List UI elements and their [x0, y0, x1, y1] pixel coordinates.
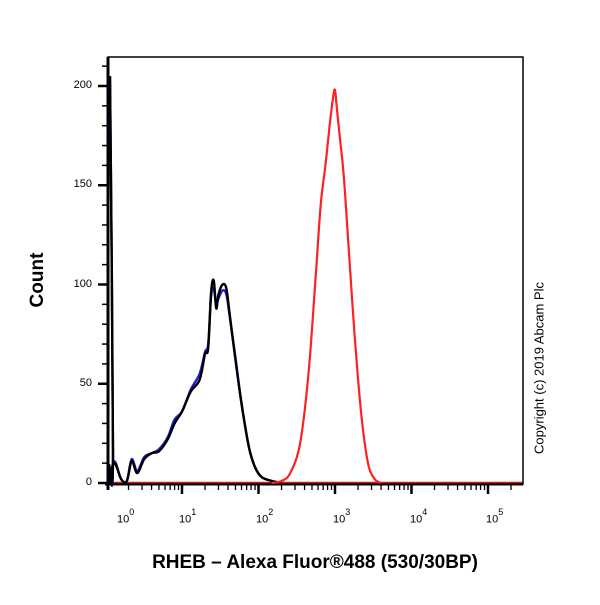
- x-axis-label: RHEB – Alexa Fluor®488 (530/30BP): [152, 552, 478, 573]
- x-tick-label: 103: [333, 507, 351, 526]
- y-tick-label: 100: [73, 277, 92, 290]
- y-axis-label: Count: [18, 250, 58, 310]
- y-tick-label: 150: [73, 178, 92, 191]
- series-unlabelled-control: [107, 76, 282, 486]
- y-tick-label: 200: [73, 79, 92, 91]
- y-axis-label-text: Count: [27, 252, 48, 308]
- x-tick-label: 102: [256, 507, 274, 526]
- x-tick-label: 101: [179, 507, 197, 526]
- copyright-text: Copyright (c) 2019 Abcam Plc: [531, 281, 547, 454]
- y-ticks: [98, 65, 108, 485]
- series-rheb: [271, 88, 382, 485]
- y-tick-label: 50: [79, 376, 92, 389]
- copyright-notice: Copyright (c) 2019 Abcam Plc: [527, 240, 551, 495]
- x-tick-label: 104: [410, 507, 428, 526]
- y-tick-label: 0: [85, 476, 92, 488]
- x-ticks: [127, 484, 512, 494]
- x-tick-label: 100: [117, 507, 135, 526]
- histogram-curves: [107, 76, 522, 487]
- x-tick-label: 105: [486, 507, 504, 526]
